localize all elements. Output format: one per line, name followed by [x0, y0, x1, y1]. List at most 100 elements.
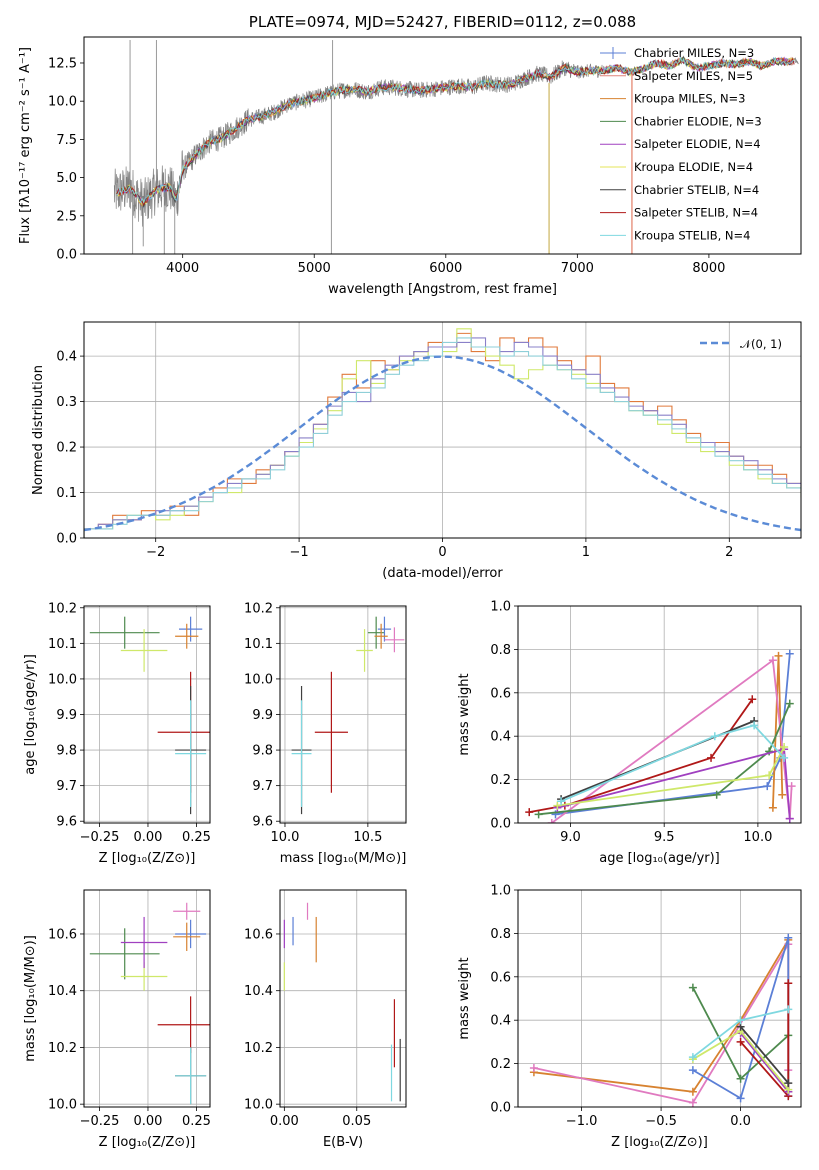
weight-line	[739, 1032, 789, 1093]
weight-marker	[534, 810, 543, 819]
x-tick-label: 2	[725, 545, 733, 560]
grid-mass-age	[280, 606, 406, 823]
y-tick-label: 0.2	[56, 441, 77, 456]
x-tick-label: −0.25	[80, 830, 120, 845]
axes-mass-age: 10.0 10.5 9.6 9.7 9.8 9.9 10.0 10.1 10.2 mass [lo…	[244, 601, 407, 866]
gaussian-curve	[84, 355, 801, 532]
y-tick-label: 2.5	[56, 209, 77, 224]
weight-marker	[557, 797, 566, 806]
errorbar-point	[377, 616, 392, 642]
weight-marker	[784, 1005, 793, 1014]
y-tick-label: 5.0	[56, 171, 77, 186]
y-tick-label: 10.2	[48, 601, 77, 616]
axes-spectrum: 4000 5000 6000 7000 8000 0.0 2.5 5.0 7.5 10.0 12.5…	[18, 13, 802, 297]
weight-line	[538, 703, 791, 816]
y-tick-label: 10.4	[244, 984, 273, 999]
y-tick-label: 0.8	[490, 643, 511, 658]
panel-mass-age: 10.0 10.5 9.6 9.7 9.8 9.9 10.0 10.1 10.2 mass [lo…	[244, 601, 407, 866]
grid-ebv-mass	[280, 890, 406, 1107]
plot-area-residuals	[84, 328, 801, 538]
y-axis-label: Flux [fλ10⁻¹⁷ erg cm⁻² s⁻¹ A⁻¹]	[18, 47, 33, 244]
y-tick-label: 10.1	[48, 637, 77, 652]
x-tick-label: 10.0	[270, 830, 299, 845]
x-axis-label: Z [log₁₀(Z/Z⊙)]	[99, 851, 196, 866]
weight-marker	[778, 790, 787, 799]
axes-frame	[83, 321, 802, 539]
y-tick-label: 0.4	[490, 730, 511, 745]
errorbar-point	[173, 902, 201, 920]
x-axis-label: age [log₁₀(age/yr)]	[599, 851, 720, 866]
legend-label: Kroupa ELODIE, NSSP=4	[634, 160, 753, 174]
weight-marker	[785, 699, 794, 708]
y-tick-label: 0.2	[490, 1057, 511, 1072]
histogram-series	[84, 337, 801, 538]
y-axis-label: Normed distribution	[31, 365, 46, 495]
x-tick-label: 0.00	[133, 830, 162, 845]
x-tick-label: 0.00	[133, 1114, 162, 1129]
axes-residuals: −2 −1 0 1 2 0.0 0.1 0.2 0.3 0.4 (data-model)/error…	[31, 321, 802, 581]
axes-frame	[279, 889, 407, 1108]
errorbar-point	[367, 616, 385, 649]
weight-marker	[780, 743, 789, 752]
legend-label: Kroupa STELIB, NSSP=4	[634, 228, 751, 242]
errorbar-point	[175, 1047, 207, 1105]
y-tick-label: 10.0	[48, 672, 77, 687]
legend-label: Kroupa MILES, NSSP=3	[634, 92, 746, 106]
weight-marker	[765, 747, 774, 756]
weight-marker	[750, 721, 759, 730]
weight-marker	[763, 782, 772, 791]
y-tick-label: 0.0	[56, 532, 77, 547]
x-tick-label: 1	[582, 545, 590, 560]
axes-ebv-mass: 0.00 0.05 10.0 10.2 10.4 10.6 E(B-V)	[244, 889, 407, 1150]
errorbar-point	[291, 700, 312, 807]
panel-spectrum: 4000 5000 6000 7000 8000 0.0 2.5 5.0 7.5 10.0 12.5…	[18, 13, 802, 297]
axes-frame	[279, 605, 407, 824]
y-tick-label: 10.6	[244, 927, 273, 942]
plot-area-mass-age	[291, 616, 405, 815]
weight-marker	[748, 695, 757, 704]
y-axis-label: mass [log₁₀(M/M⊙)]	[23, 935, 38, 1062]
y-tick-label: 0.2	[490, 773, 511, 788]
axes-frame	[83, 889, 211, 1108]
y-tick-label: 0.8	[490, 927, 511, 942]
y-tick-label: 1.0	[490, 600, 511, 615]
panel-ebv-mass: 0.00 0.05 10.0 10.2 10.4 10.6 E(B-V)	[244, 889, 407, 1150]
axes-frame	[517, 889, 802, 1108]
plot-area-z-weight	[529, 933, 793, 1107]
weight-marker	[553, 801, 562, 810]
weight-marker	[688, 1066, 697, 1075]
x-tick-label: −0.5	[645, 1114, 677, 1129]
x-tick-label: 0	[438, 545, 446, 560]
legend-label: Chabrier STELIB, NSSP=4	[634, 183, 759, 197]
axes-frame	[83, 36, 802, 255]
errorbar-point	[157, 996, 210, 1054]
weight-line	[551, 658, 793, 823]
histogram-series	[84, 337, 801, 538]
weight-marker	[525, 808, 534, 817]
y-tick-label: 10.2	[48, 1041, 77, 1056]
plot-area-z-mass	[89, 902, 210, 1105]
y-tick-label: 7.5	[56, 133, 77, 148]
y-tick-label: 0.0	[490, 817, 511, 832]
y-tick-label: 0.4	[56, 350, 77, 365]
panel-z-age: −0.25 0.00 0.25 9.6 9.7 9.8 9.9 10.0 10.1 10.2 Z […	[23, 601, 211, 866]
weight-marker	[736, 1094, 745, 1103]
x-tick-label: 8000	[692, 261, 725, 276]
x-tick-label: 9.0	[560, 830, 581, 845]
model-line	[116, 56, 795, 204]
errorbar-point	[374, 623, 388, 649]
x-tick-label: 0.0	[730, 1114, 751, 1129]
y-axis-label: mass weight	[457, 673, 472, 755]
plot-area-age-weight	[525, 649, 796, 823]
y-tick-label: 0.4	[490, 1014, 511, 1029]
y-tick-label: 9.6	[56, 815, 77, 830]
weight-line	[560, 724, 785, 803]
weight-marker	[710, 732, 719, 741]
weight-marker	[736, 1016, 745, 1025]
legend-label: Chabrier MILES, NSSP=3	[634, 46, 754, 60]
x-axis-label: mass [log₁₀(M/M⊙)]	[280, 851, 407, 866]
x-tick-label: 0.25	[182, 1114, 211, 1129]
weight-marker	[736, 1074, 745, 1083]
y-tick-label: 10.4	[48, 984, 77, 999]
